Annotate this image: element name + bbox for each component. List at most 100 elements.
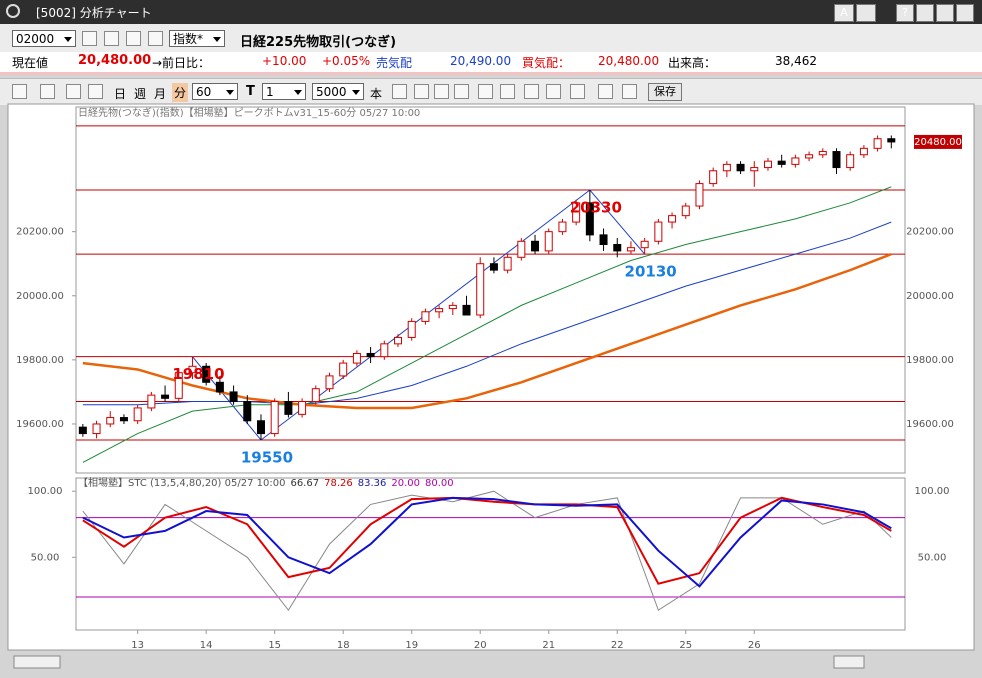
- sub-plot: [75, 477, 906, 631]
- y-tick-label: 19800.00: [906, 355, 954, 366]
- tool-icon[interactable]: [104, 31, 119, 46]
- quote-label: 出来高：: [668, 56, 717, 70]
- candle-body: [859, 147, 868, 156]
- tool-icon[interactable]: [598, 84, 613, 99]
- help-button[interactable]: ?: [896, 4, 914, 22]
- candle-body: [161, 394, 170, 399]
- peak-label: 19810: [172, 365, 224, 383]
- candle-body: [791, 157, 800, 165]
- candle-body: [243, 401, 252, 422]
- tool-icon[interactable]: [570, 84, 585, 99]
- candle-body: [695, 183, 704, 207]
- count-select[interactable]: 5000: [312, 83, 364, 100]
- quote-value: 38,462: [775, 54, 817, 68]
- instrument-name: 日経225先物取引(つなぎ): [240, 35, 397, 50]
- header-title: 【相場塾】STC (13,5,4,80,20) 05/27 10:00: [78, 476, 285, 489]
- x-tick-label: 25: [679, 640, 692, 651]
- tool-icon[interactable]: [500, 84, 515, 99]
- candle-body: [832, 151, 841, 169]
- candle-body: [366, 352, 375, 358]
- x-tick-label: 15: [268, 640, 281, 651]
- minimize-button[interactable]: [916, 4, 934, 22]
- candle-body: [92, 423, 101, 435]
- candle-body: [174, 372, 183, 399]
- candle-body: [531, 240, 540, 252]
- tool-icon[interactable]: [434, 84, 449, 99]
- y-tick-label: 19800.00: [16, 355, 64, 366]
- tool-icon[interactable]: [148, 31, 163, 46]
- x-tick-label: 20: [474, 640, 487, 651]
- oscillator-line: [82, 490, 892, 612]
- candle-body: [517, 240, 526, 258]
- text-tool[interactable]: T: [246, 84, 255, 99]
- candle-body: [805, 154, 814, 159]
- quote-label: 買気配：: [522, 56, 571, 70]
- save-button[interactable]: 保存: [648, 83, 682, 101]
- zoom-icon[interactable]: [40, 84, 55, 99]
- quote-label: 売気配: [376, 56, 413, 70]
- candle-body: [668, 215, 677, 223]
- interval-select[interactable]: 60: [192, 83, 238, 100]
- candle-body: [448, 304, 457, 310]
- tool-icon[interactable]: [478, 84, 493, 99]
- quote-label: →前日比：: [152, 56, 211, 70]
- chart-header: 【相場塾】STC (13,5,4,80,20) 05/27 10:00 66.67…: [78, 476, 454, 489]
- quote-value: +0.05%: [322, 54, 371, 68]
- quote-value: 20,490.00: [450, 54, 512, 68]
- tool-icon[interactable]: [82, 31, 97, 46]
- scrollbar[interactable]: [833, 655, 865, 669]
- size-select[interactable]: 1: [262, 83, 306, 100]
- tool-icon[interactable]: [546, 84, 561, 99]
- candle-body: [106, 417, 115, 425]
- candle-body: [394, 336, 403, 345]
- tool-icon[interactable]: [524, 84, 539, 99]
- period-button[interactable]: 週: [134, 87, 147, 101]
- tool-icon[interactable]: [12, 84, 27, 99]
- code-select[interactable]: 02000: [12, 30, 76, 47]
- candle-body: [763, 160, 772, 169]
- close-button[interactable]: [956, 4, 974, 22]
- period-button[interactable]: 分: [172, 83, 189, 102]
- candle-body: [311, 388, 320, 403]
- peak-label: 19550: [241, 448, 293, 466]
- candle-body: [681, 205, 690, 217]
- y-tick-label: 100.00: [28, 486, 63, 497]
- candle-body: [736, 163, 745, 172]
- candle-body: [489, 263, 498, 271]
- candle-body: [119, 417, 128, 422]
- scrollbar[interactable]: [13, 655, 61, 669]
- moving-average: [82, 186, 892, 463]
- font-button[interactable]: A: [834, 4, 854, 22]
- tool-icon[interactable]: [414, 84, 429, 99]
- y-tick-label: 100.00: [915, 486, 950, 497]
- tool-icon[interactable]: [126, 31, 141, 46]
- tool-icon[interactable]: [66, 84, 81, 99]
- candle-body: [339, 362, 348, 377]
- candle-body: [325, 375, 334, 390]
- tool-icon[interactable]: [88, 84, 103, 99]
- y-tick-label: 19600.00: [16, 419, 64, 430]
- candle-body: [585, 202, 594, 236]
- app-icon: [6, 4, 20, 18]
- candle-body: [626, 247, 635, 252]
- candle-body: [503, 256, 512, 271]
- tool-icon[interactable]: [454, 84, 469, 99]
- maximize-button[interactable]: [936, 4, 954, 22]
- readout: 83.36: [358, 478, 387, 489]
- x-tick-label: 21: [542, 640, 555, 651]
- toolbar: 02000 指数* 日経225先物取引(つなぎ): [0, 24, 982, 52]
- y-tick-label: 20200.00: [16, 227, 64, 238]
- period-button[interactable]: 月: [154, 87, 167, 101]
- y-tick-label: 50.00: [918, 552, 947, 563]
- index-select[interactable]: 指数*: [169, 30, 225, 47]
- tool-icon[interactable]: [392, 84, 407, 99]
- chart-toolbar: 日 週 月 分 60 T 1 5000 本 保存: [0, 78, 982, 105]
- unit-label: 本: [370, 87, 383, 101]
- tool-icon[interactable]: [622, 84, 637, 99]
- print-button[interactable]: [856, 4, 876, 22]
- candle-body: [256, 420, 265, 435]
- period-button[interactable]: 日: [114, 87, 127, 101]
- candle-body: [709, 170, 718, 185]
- x-tick-label: 13: [131, 640, 144, 651]
